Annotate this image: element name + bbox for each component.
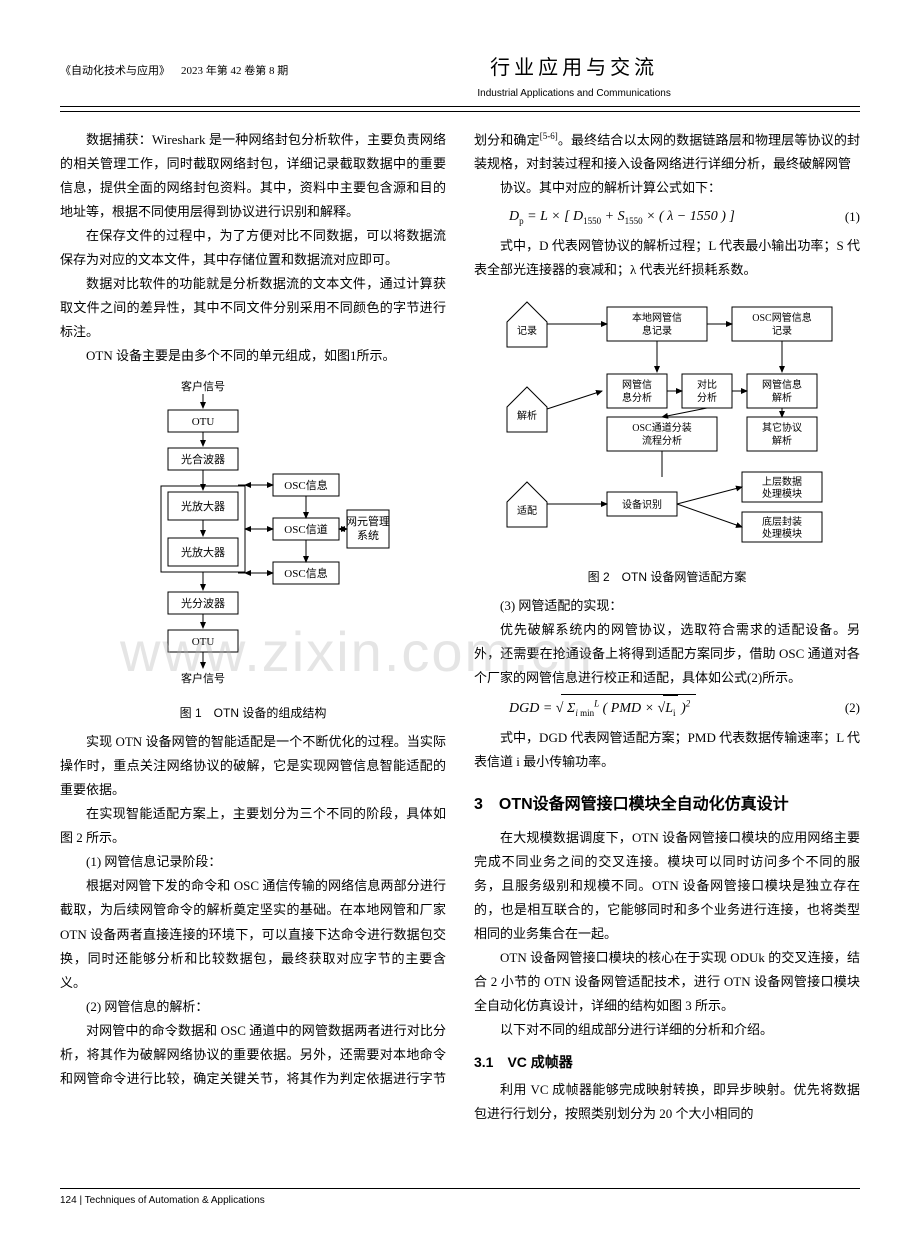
para: 在实现智能适配方案上，主要划分为三个不同的阶段，具体如图 2 所示。 xyxy=(60,802,446,850)
svg-text:底层封装: 底层封装 xyxy=(762,515,802,528)
citation: [5-6] xyxy=(540,131,558,141)
svg-text:本地网管信: 本地网管信 xyxy=(632,311,682,324)
svg-text:光合波器: 光合波器 xyxy=(181,452,225,466)
svg-text:系统: 系统 xyxy=(357,529,379,542)
figure-2: 记录 本地网管信息记录 OSC网管信息记录 解析 网管信息分析 对比分析 网管信… xyxy=(474,292,860,588)
svg-text:光放大器: 光放大器 xyxy=(181,545,225,559)
svg-text:流程分析: 流程分析 xyxy=(642,434,682,447)
para: 数据捕获：Wireshark 是一种网络封包分析软件，主要负责网络的相关管理工作… xyxy=(60,128,446,224)
svg-text:解析: 解析 xyxy=(772,434,792,447)
svg-text:OSC信道: OSC信道 xyxy=(284,522,327,536)
svg-text:息分析: 息分析 xyxy=(622,391,652,404)
svg-text:处理模块: 处理模块 xyxy=(762,488,802,500)
svg-text:OTU: OTU xyxy=(192,636,215,648)
svg-text:网管信: 网管信 xyxy=(622,378,652,391)
equation-2: DGD = √ Σi minL ( PMD × √Li )2 (2) xyxy=(474,694,860,722)
para: 实现 OTN 设备网管的智能适配是一个不断优化的过程。当实际操作时，重点关注网络… xyxy=(60,730,446,802)
list-item: (2) 网管信息的解析： xyxy=(60,995,446,1019)
list-item: (3) 网管适配的实现： xyxy=(474,594,860,618)
issue-info: 2023 年第 42 卷第 8 期 xyxy=(181,65,288,77)
journal-name: 《自动化技术与应用》 xyxy=(60,65,170,77)
svg-text:OTU: OTU xyxy=(192,416,215,428)
svg-text:客户信号: 客户信号 xyxy=(181,671,225,685)
svg-text:处理模块: 处理模块 xyxy=(762,528,802,540)
para: 在保存文件的过程中，为了方便对比不同数据，可以将数据流保存为对应的文本文件，其中… xyxy=(60,224,446,272)
fig2-caption: 图 2 OTN 设备网管适配方案 xyxy=(474,566,860,588)
section-heading: 3 OTN设备网管接口模块全自动化仿真设计 xyxy=(474,790,860,820)
subsection-heading: 3.1 VC 成帧器 xyxy=(474,1050,860,1076)
para: 优先破解系统内的网管协议，选取符合需求的适配设备。另外，还需要在抢通设备上将得到… xyxy=(474,618,860,690)
para: OTN 设备主要是由多个不同的单元组成，如图1所示。 xyxy=(60,344,446,368)
svg-text:客户信号: 客户信号 xyxy=(181,379,225,393)
page-number: 124 | Techniques of Automation & Applica… xyxy=(60,1195,265,1206)
svg-text:OSC信息: OSC信息 xyxy=(284,478,327,492)
eqno: (2) xyxy=(845,696,860,720)
svg-text:记录: 记录 xyxy=(517,325,537,337)
svg-text:其它协议: 其它协议 xyxy=(762,421,802,434)
svg-text:设备识别: 设备识别 xyxy=(622,498,662,511)
para: 式中，D 代表网管协议的解析过程；L 代表最小输出功率；S 代表全部光连接器的衰… xyxy=(474,234,860,282)
svg-text:OSC网管信息: OSC网管信息 xyxy=(752,311,811,324)
body-columns: 数据捕获：Wireshark 是一种网络封包分析软件，主要负责网络的相关管理工作… xyxy=(60,128,860,1127)
para: OTN 设备网管接口模块的核心在于实现 ODUk 的交叉连接，结合 2 小节的 … xyxy=(474,946,860,1018)
svg-text:OSC信息: OSC信息 xyxy=(284,566,327,580)
section-title-en: Industrial Applications and Communicatio… xyxy=(288,85,860,104)
section-title-cn: 行业应用与交流 xyxy=(490,57,658,79)
svg-text:解析: 解析 xyxy=(517,409,537,422)
figure-1: 客户信号 OTU 光合波器 光放大器 光放大器 光分波器 OTU 客户信号 xyxy=(60,378,446,724)
svg-text:记录: 记录 xyxy=(772,325,792,337)
para: 在大规模数据调度下，OTN 设备网管接口模块的应用网络主要完成不同业务之间的交叉… xyxy=(474,826,860,946)
equation-1: Dp = L × [ D1550 + S1550 × ( λ − 1550 ) … xyxy=(474,204,860,230)
fig1-caption: 图 1 OTN 设备的组成结构 xyxy=(60,702,446,724)
svg-text:光分波器: 光分波器 xyxy=(181,596,225,610)
svg-text:上层数据: 上层数据 xyxy=(762,475,802,488)
page-footer: 124 | Techniques of Automation & Applica… xyxy=(60,1188,860,1211)
svg-text:对比: 对比 xyxy=(697,378,717,391)
page-header: 《自动化技术与应用》 2023 年第 42 卷第 8 期 行业应用与交流 Ind… xyxy=(60,50,860,107)
para: 式中，DGD 代表网管适配方案；PMD 代表数据传输速率；L 代表信道 i 最小… xyxy=(474,726,860,774)
svg-text:息记录: 息记录 xyxy=(642,324,672,337)
eqno: (1) xyxy=(845,205,860,229)
para: 利用 VC 成帧器能够完成映射转换，即异步映射。优先将数据包进行行划分，按照类别… xyxy=(474,1078,860,1126)
svg-text:分析: 分析 xyxy=(697,391,717,404)
svg-text:光放大器: 光放大器 xyxy=(181,499,225,513)
para: 根据对网管下发的命令和 OSC 通信传输的网络信息两部分进行截取，为后续网管命令… xyxy=(60,874,446,994)
svg-text:网元管理: 网元管理 xyxy=(346,514,390,528)
svg-text:解析: 解析 xyxy=(772,391,792,404)
para: 协议。其中对应的解析计算公式如下： xyxy=(474,176,860,200)
para: 以下对不同的组成部分进行详细的分析和介绍。 xyxy=(474,1018,860,1042)
svg-text:OSC通道分装: OSC通道分装 xyxy=(632,421,691,434)
para: 数据对比软件的功能就是分析数据流的文本文件，通过计算获取文件之间的差异性，其中不… xyxy=(60,272,446,344)
svg-text:网管信息: 网管信息 xyxy=(762,378,802,391)
list-item: (1) 网管信息记录阶段： xyxy=(60,850,446,874)
svg-text:适配: 适配 xyxy=(517,505,537,517)
